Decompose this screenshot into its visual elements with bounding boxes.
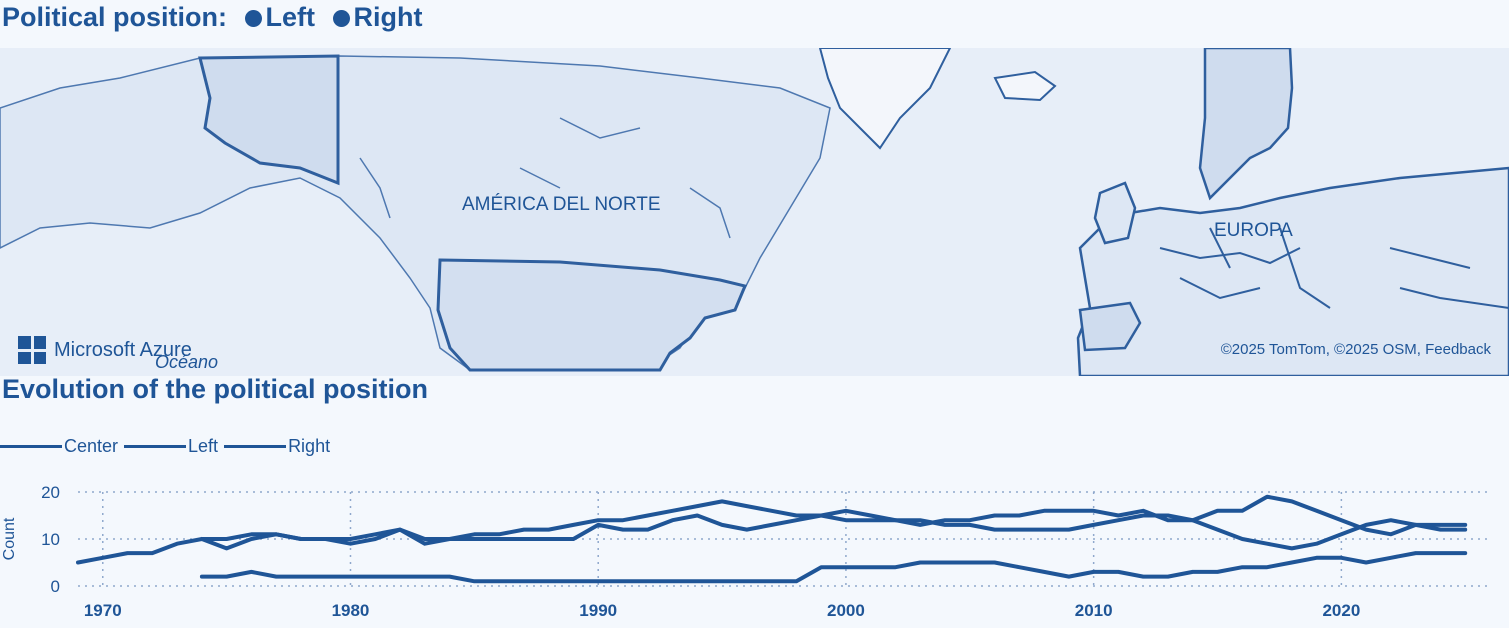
series-line-center[interactable] [76,499,1468,565]
legend-item-left: Left [235,2,316,32]
y-tick-label: 20 [41,483,60,502]
legend-item-center[interactable]: Center [0,436,118,457]
legend-item-left-series[interactable]: Left [124,436,218,457]
legend-label-left-series: Left [188,436,219,456]
legend-dot-right-icon [332,10,350,27]
y-tick-label: 0 [51,577,60,596]
map-title-text: Political position: [2,2,228,32]
land-iberia [1078,301,1142,352]
land-usa [436,258,748,372]
legend-swatch-right [224,445,287,448]
x-tick-label: 2010 [1075,601,1113,620]
legend-swatch-center [0,445,62,448]
map-label-north-america: AMÉRICA DEL NORTE [462,194,661,215]
chart-title: Evolution of the political position [2,374,428,404]
map-label-ocean: Océano [155,352,219,372]
legend-label-right: Right [353,2,423,32]
chart-legend: Center Left Right [0,436,336,457]
legend-swatch-left [124,445,187,448]
azure-squares-icon [18,336,46,364]
legend-item-right-series[interactable]: Right [224,436,330,457]
land-iceland [993,70,1057,102]
legend-label-right-series: Right [288,436,331,456]
series-line-left[interactable] [199,551,1468,584]
series-line-right[interactable] [199,494,1468,551]
map-view[interactable]: AMÉRICA DEL NORTE EUROPA Océano Microsof… [0,48,1509,376]
land-british-isles [1093,181,1137,245]
map-background [0,48,1509,376]
legend-label-left: Left [265,2,316,32]
chart-axes: 0 10 20 1970 1980 1990 2000 2010 2020 Count [1,483,1360,620]
land-greenland [818,48,952,150]
x-tick-label: 2000 [827,601,865,620]
y-axis-label: Count [1,517,18,560]
x-tick-label: 1970 [84,601,122,620]
x-tick-label: 2020 [1322,601,1360,620]
map-label-europe: EUROPA [1214,220,1293,241]
legend-label-center: Center [64,436,119,456]
chart-series [76,494,1468,584]
line-chart: 0 10 20 1970 1980 1990 2000 2010 2020 Count [1,483,1490,620]
land-alaska [198,54,340,186]
chart-grid [78,491,1490,587]
legend-item-right: Right [323,2,423,32]
azure-logo: Microsoft Azure [18,336,192,364]
x-tick-label: 1990 [579,601,617,620]
map-title: Political position: Left Right [2,2,423,33]
y-tick-label: 10 [41,530,60,549]
azure-logo-text: Microsoft Azure [54,338,192,361]
map-attribution[interactable]: ©2025 TomTom, ©2025 OSM, Feedback [1220,341,1491,358]
x-tick-label: 1980 [332,601,370,620]
legend-dot-left-icon [244,10,262,27]
land-scandinavia [1198,48,1294,201]
